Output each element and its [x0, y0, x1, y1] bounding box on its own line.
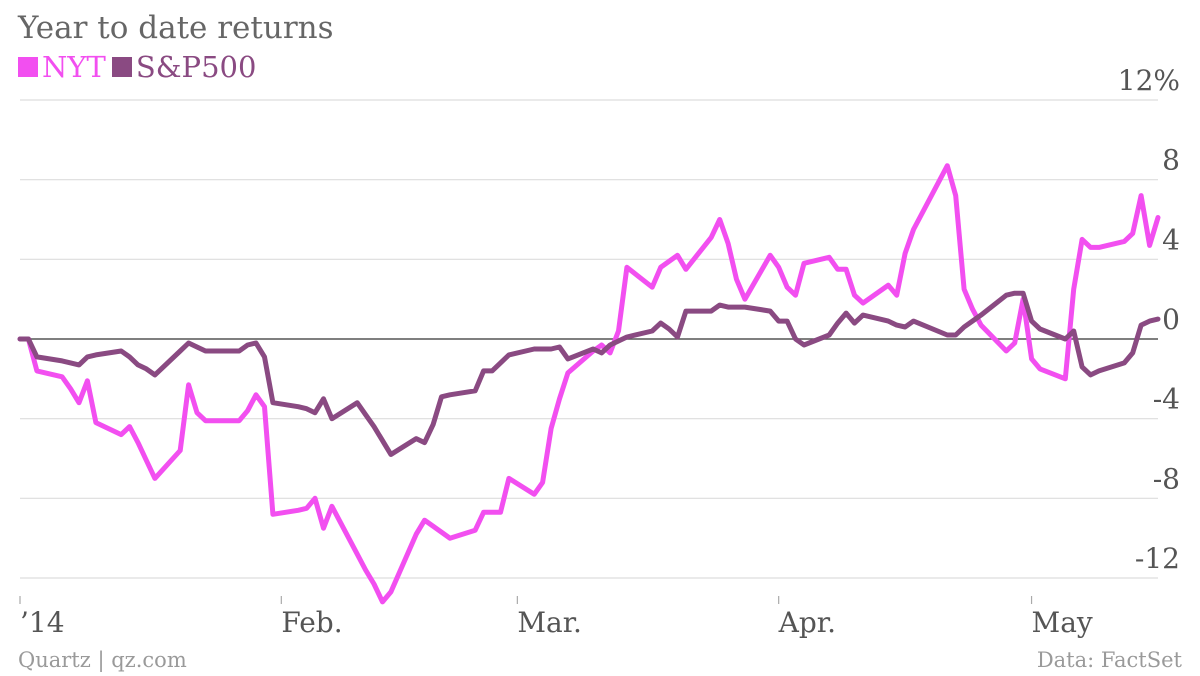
legend-label-sp500: S&P500 — [135, 50, 257, 84]
y-tick-label: 4 — [1162, 223, 1180, 256]
y-tick-label: -8 — [1153, 462, 1180, 495]
y-tick-label: -4 — [1153, 383, 1180, 416]
legend-label-nyt: NYT — [42, 50, 106, 84]
legend-swatch-nyt — [18, 57, 38, 77]
x-tick-label: Feb. — [281, 606, 342, 639]
source-text: Data: FactSet — [1036, 648, 1182, 672]
y-tick-label: -12 — [1135, 542, 1180, 575]
series-line-nyt — [17, 163, 1161, 605]
y-tick-label: 0 — [1162, 303, 1180, 336]
series-line-sp500 — [17, 290, 1161, 457]
legend-item-nyt: NYT — [18, 50, 106, 84]
x-tick-label: Mar. — [517, 606, 582, 639]
legend-item-sp500: S&P500 — [111, 50, 257, 84]
chart-title: Year to date returns — [18, 10, 334, 46]
y-tick-label: 12% — [1118, 64, 1180, 97]
x-tick-label: May — [1032, 606, 1093, 639]
legend: NYT S&P500 — [18, 50, 256, 84]
credit-text: Quartz | qz.com — [18, 648, 187, 672]
x-tick-label: Apr. — [778, 606, 836, 639]
x-tick-label: ’14 — [20, 606, 65, 639]
y-tick-label: 8 — [1162, 144, 1180, 177]
legend-swatch-sp500 — [111, 57, 132, 77]
